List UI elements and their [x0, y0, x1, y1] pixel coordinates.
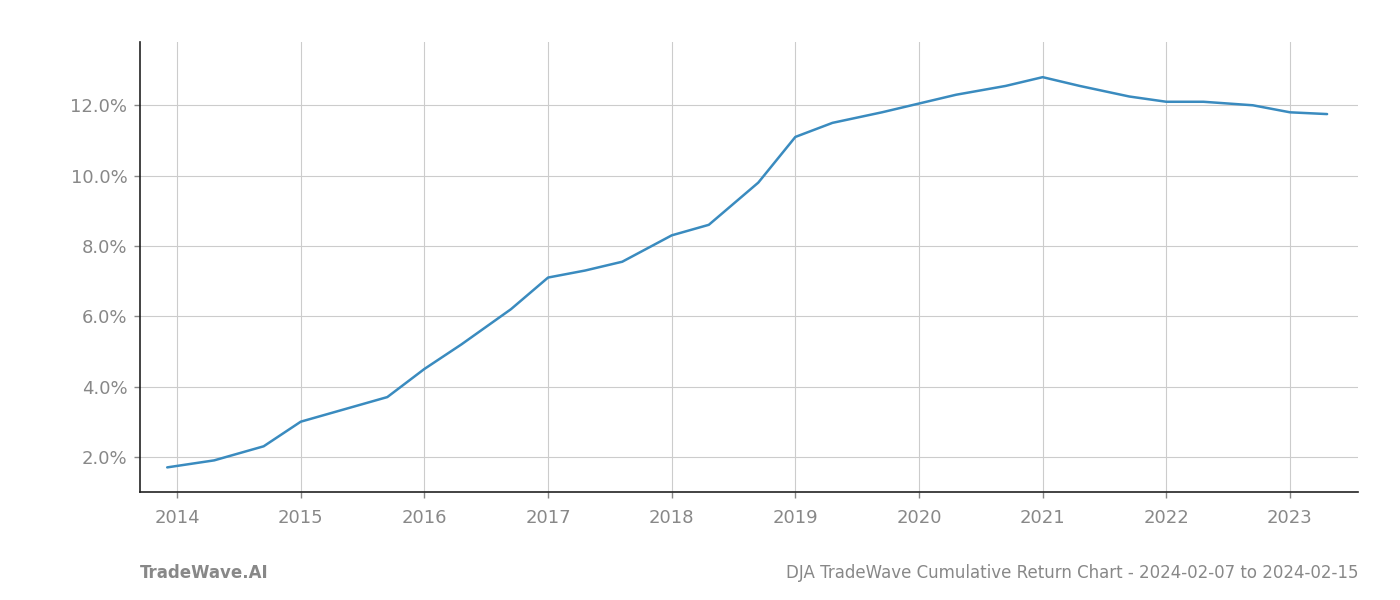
Text: DJA TradeWave Cumulative Return Chart - 2024-02-07 to 2024-02-15: DJA TradeWave Cumulative Return Chart - …: [785, 564, 1358, 582]
Text: TradeWave.AI: TradeWave.AI: [140, 564, 269, 582]
